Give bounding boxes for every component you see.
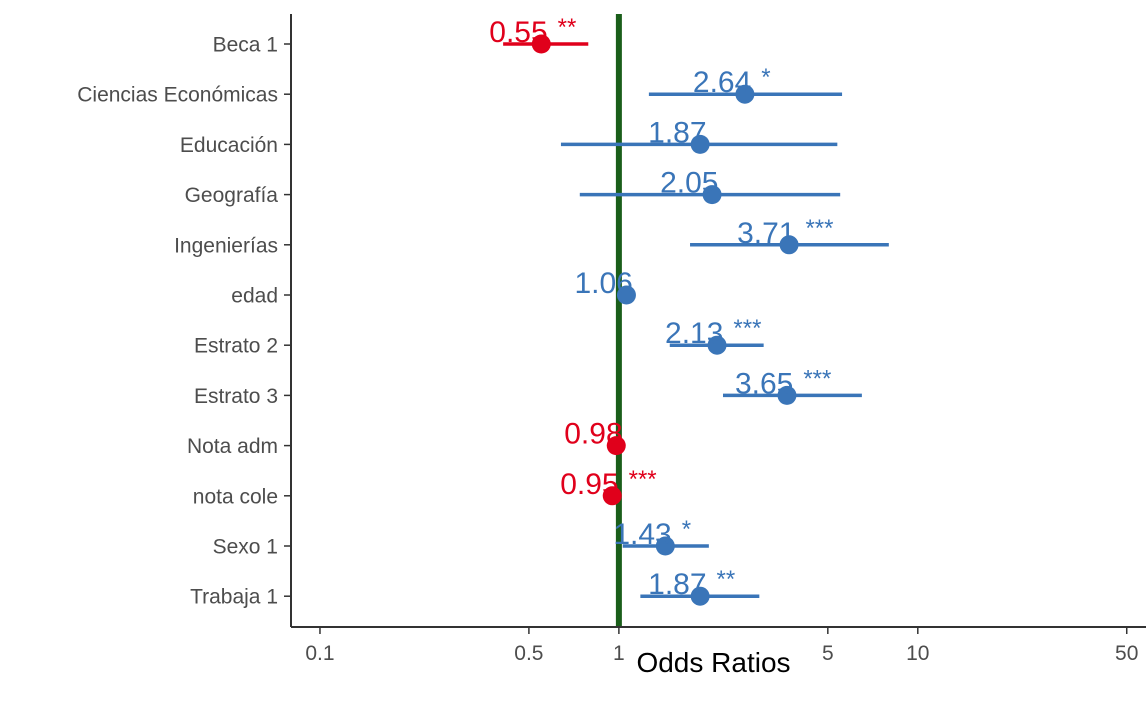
x-tick-label: 1 <box>613 642 625 665</box>
x-tick-label: 0.1 <box>305 642 334 665</box>
significance-stars: * <box>761 64 770 91</box>
estimate-point <box>702 185 722 205</box>
y-tick-label: Nota adm <box>187 435 278 458</box>
y-tick-label: edad <box>231 285 278 308</box>
estimate-point <box>531 34 551 54</box>
estimate-label: 3.71 *** <box>737 215 833 250</box>
y-tick-label: Sexo 1 <box>213 536 278 559</box>
significance-stars: ** <box>717 566 736 593</box>
estimate-point <box>606 436 626 456</box>
estimate-value: 0.95 <box>560 468 618 501</box>
estimate-value: 2.64 <box>693 66 751 99</box>
estimate-label: 3.65 *** <box>735 365 831 400</box>
estimate-label: 0.95 *** <box>560 466 656 501</box>
estimate-value: 1.43 <box>613 518 671 551</box>
y-tick-label: Ciencias Económicas <box>77 84 278 107</box>
significance-stars: * <box>682 516 691 543</box>
estimate-value: 0.98 <box>564 418 622 451</box>
estimate-value: 2.05 <box>660 167 718 200</box>
y-tick-label: Beca 1 <box>213 34 278 57</box>
y-tick-label: Estrato 2 <box>194 335 278 358</box>
estimate-label: 1.87 ** <box>648 566 735 601</box>
estimate-value: 0.55 <box>489 16 547 49</box>
y-tick-label: Geografía <box>185 184 279 207</box>
y-tick-label: Estrato 3 <box>194 385 278 408</box>
estimate-point <box>779 235 799 255</box>
x-tick-label: 0.5 <box>514 642 543 665</box>
x-tick-label: 10 <box>906 642 929 665</box>
estimate-point <box>777 385 797 405</box>
estimate-value: 1.87 <box>648 568 706 601</box>
estimate-value: 1.06 <box>574 267 632 300</box>
estimate-label: 1.43 * <box>613 516 691 551</box>
y-tick-label: Educación <box>180 134 278 157</box>
x-tick-label: 50 <box>1115 642 1138 665</box>
estimate-value: 3.71 <box>737 217 795 250</box>
significance-stars: *** <box>805 215 833 242</box>
x-tick-label: 5 <box>822 642 834 665</box>
significance-stars: *** <box>629 466 657 493</box>
y-tick-label: Trabaja 1 <box>190 586 278 609</box>
estimate-point <box>616 285 636 305</box>
estimate-label: 1.06 <box>574 267 632 300</box>
y-axis-tick-labels: Beca 1 Ciencias Económicas Educación Geogra… <box>77 34 278 609</box>
estimate-value: 3.65 <box>735 367 793 400</box>
estimate-value: 2.13 <box>665 317 723 350</box>
x-axis-title: Odds Ratios <box>636 647 790 678</box>
y-tick-label: nota cole <box>193 485 278 508</box>
y-tick-label: Ingenierías <box>174 234 278 257</box>
estimate-point <box>707 335 727 355</box>
estimate-point <box>690 134 710 154</box>
significance-stars: ** <box>558 14 577 41</box>
estimate-label: 2.64 * <box>693 64 771 99</box>
estimate-label: 0.98 <box>564 418 622 451</box>
significance-stars: *** <box>733 315 761 342</box>
estimate-label: 2.13 *** <box>665 315 761 350</box>
axes <box>284 14 1146 634</box>
estimate-label: 0.55 ** <box>489 14 576 49</box>
estimate-point <box>655 536 675 556</box>
x-axis-tick-labels: 0.1 0.5 1 5 10 50 <box>305 642 1138 665</box>
estimate-point <box>735 84 755 104</box>
estimate-label: 1.87 <box>648 116 706 149</box>
estimate-points <box>531 34 799 606</box>
estimate-point <box>690 586 710 606</box>
estimate-point <box>602 486 622 506</box>
estimate-value: 1.87 <box>648 116 706 149</box>
significance-stars: *** <box>803 365 831 392</box>
estimate-labels: 0.55 **2.64 *1.872.053.71 ***1.062.13 ***3.6… <box>489 14 833 601</box>
estimate-label: 2.05 <box>660 167 718 200</box>
